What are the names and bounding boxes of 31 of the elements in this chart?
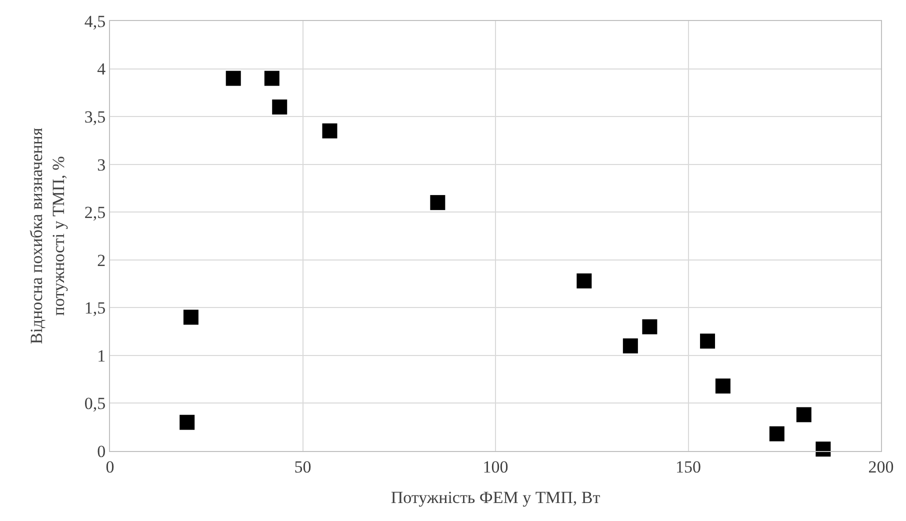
y-tick-label: 3,5 [84, 108, 106, 127]
point [700, 334, 716, 349]
y-tick-label: 3 [97, 155, 106, 174]
point [642, 319, 658, 334]
y-tick-label: 4,5 [84, 12, 106, 31]
y-tick-label: 0,5 [84, 394, 106, 414]
point [715, 378, 730, 394]
y-tick-label: 1,5 [84, 298, 106, 318]
y-tick-label: 2 [97, 250, 106, 270]
x-tick-label: 100 [482, 457, 508, 476]
point [226, 70, 241, 86]
point [264, 70, 280, 86]
point [183, 310, 198, 325]
point [272, 100, 288, 114]
point [322, 123, 338, 138]
point [769, 426, 784, 442]
point [430, 195, 446, 210]
y-tick-label: 1 [97, 346, 106, 366]
point [576, 273, 592, 288]
x-tick-label: 150 [676, 457, 701, 476]
x-tick-label: 50 [294, 457, 312, 476]
x-tick-label: 200 [868, 457, 894, 476]
point [180, 414, 195, 430]
y-tick-label: 0 [97, 442, 106, 461]
y-axis-title: Відносна похибка визначення потужності у ТМП, % [26, 128, 68, 344]
point [796, 407, 812, 422]
x-axis-title: Потужність ФЕМ у ТМП, Вт [390, 488, 601, 507]
y-tick-label: 2,5 [84, 203, 106, 222]
point [816, 442, 831, 457]
point [622, 338, 638, 354]
y-tick-label: 4 [97, 60, 106, 79]
